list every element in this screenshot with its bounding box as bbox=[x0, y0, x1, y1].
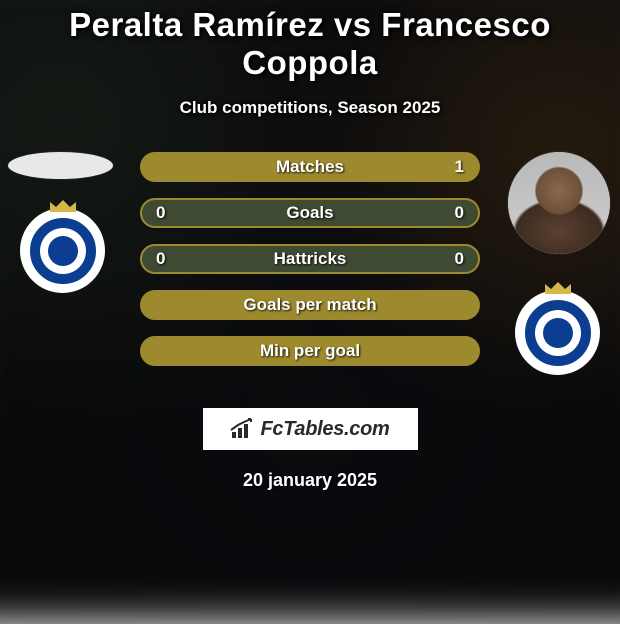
stat-bar: Goals 0 0 bbox=[140, 198, 480, 228]
player2-club-badge bbox=[515, 290, 600, 375]
stats-area: Matches 1 Goals 0 0 Hattricks 0 0 Goals per matc… bbox=[0, 152, 620, 392]
stat-bar-left-value: 0 bbox=[156, 249, 165, 269]
stat-bar: Hattricks 0 0 bbox=[140, 244, 480, 274]
date-label: 20 january 2025 bbox=[0, 470, 620, 491]
brand-text: FcTables.com bbox=[260, 418, 389, 441]
brand-chart-icon bbox=[230, 418, 256, 440]
stat-bar: Min per goal bbox=[140, 336, 480, 366]
stat-bars: Matches 1 Goals 0 0 Hattricks 0 0 Goals per matc… bbox=[140, 152, 480, 382]
stat-bar-right-value: 0 bbox=[455, 249, 464, 269]
stat-bar-label: Goals bbox=[286, 203, 333, 223]
stat-bar: Goals per match bbox=[140, 290, 480, 320]
brand-badge: FcTables.com bbox=[203, 408, 418, 450]
content-root: Peralta Ramírez vs Francesco Coppola Clu… bbox=[0, 0, 620, 580]
crown-icon bbox=[543, 280, 573, 294]
stat-bar-right-value: 0 bbox=[455, 203, 464, 223]
stat-bar-label: Hattricks bbox=[274, 249, 347, 269]
stat-bar-right-value: 1 bbox=[455, 157, 464, 177]
crown-icon bbox=[48, 198, 78, 212]
player1-avatar bbox=[8, 152, 113, 179]
page-subtitle: Club competitions, Season 2025 bbox=[0, 98, 620, 118]
player1-club-badge bbox=[20, 208, 105, 293]
player2-avatar bbox=[508, 152, 610, 254]
stat-bar-label: Min per goal bbox=[260, 341, 360, 361]
stat-bar: Matches 1 bbox=[140, 152, 480, 182]
stat-bar-label: Goals per match bbox=[243, 295, 376, 315]
stat-bar-left-value: 0 bbox=[156, 203, 165, 223]
stat-bar-label: Matches bbox=[276, 157, 344, 177]
page-title: Peralta Ramírez vs Francesco Coppola bbox=[0, 6, 620, 82]
